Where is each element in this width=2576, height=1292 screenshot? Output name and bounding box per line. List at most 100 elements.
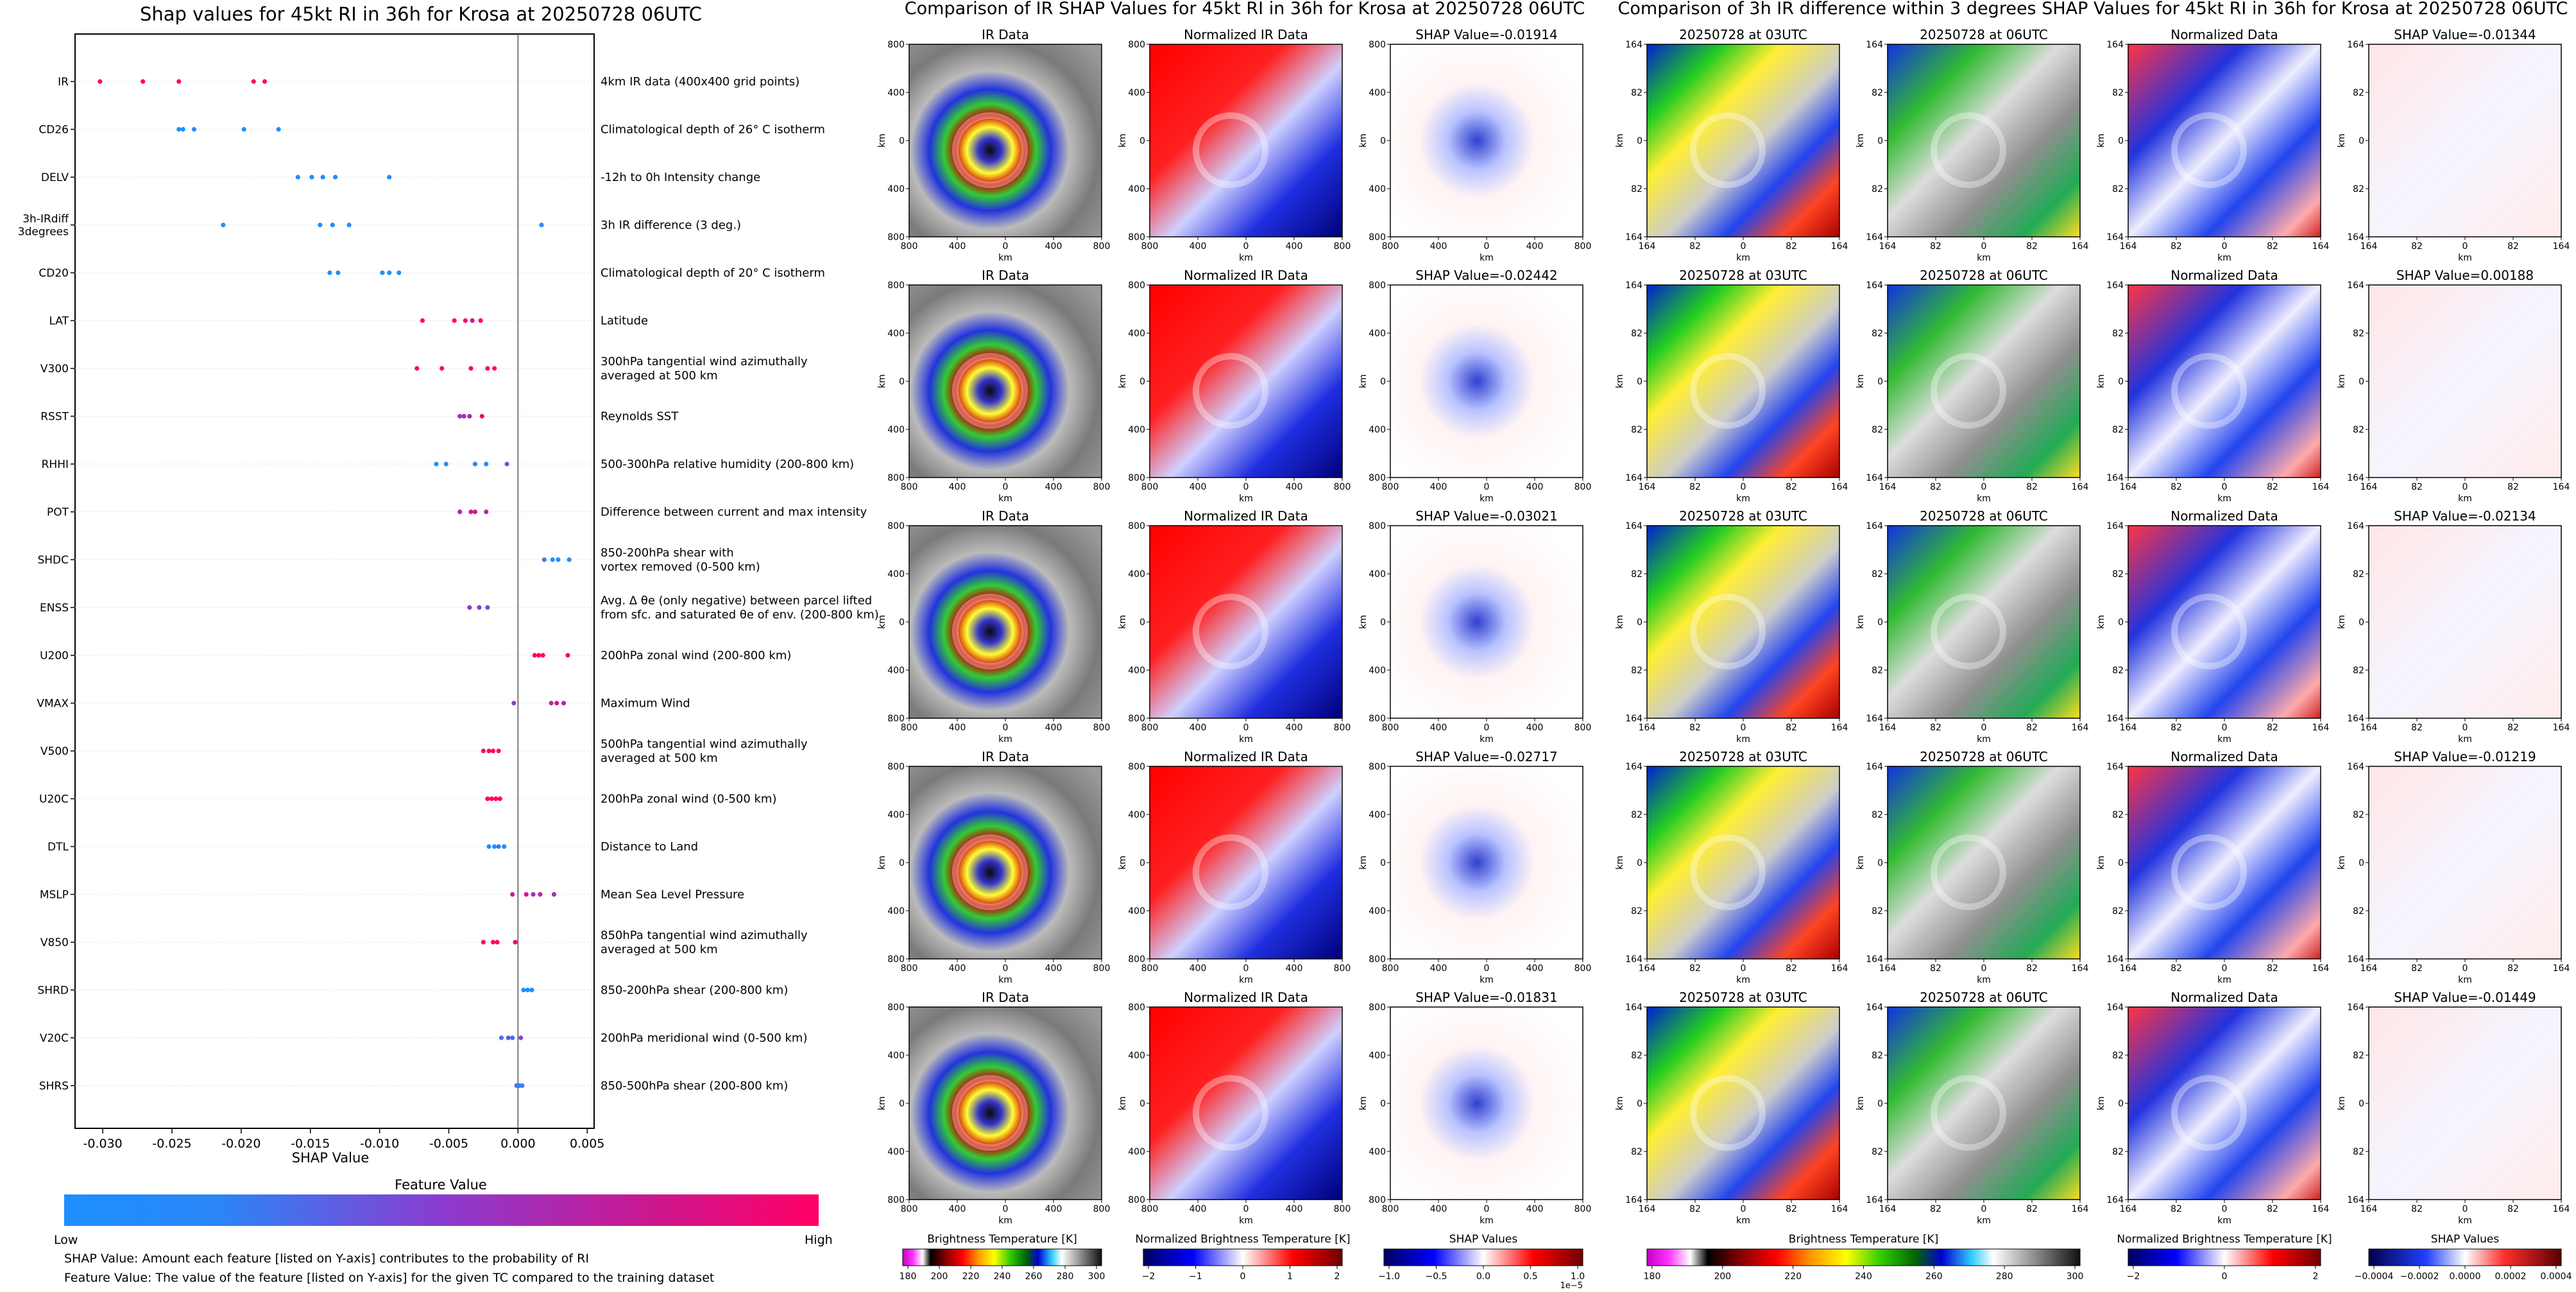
x-tick-label: 164 [2553, 482, 2570, 492]
y-tick-label: 400 [1369, 329, 1386, 339]
y-tick-label: 0 [1877, 858, 1883, 868]
x-axis-unit: km [1480, 494, 1494, 504]
x-tick-label: 0 [2462, 963, 2468, 974]
y-axis-unit: km [2337, 134, 2347, 148]
y-tick-label: 800 [1369, 714, 1386, 724]
x-tick-label: 0 [1003, 482, 1009, 492]
shap-point [561, 700, 567, 706]
y-tick-label: 400 [1128, 184, 1145, 194]
image-panel [2368, 525, 2562, 719]
x-tick-label: 82 [1930, 963, 1941, 974]
feature-label: SHDC [37, 554, 69, 567]
swirl-band [2171, 353, 2247, 429]
image-panel [1390, 44, 1583, 237]
shap-point [336, 270, 341, 275]
x-tick-label: 400 [949, 482, 966, 492]
y-axis-unit: km [1118, 1096, 1128, 1110]
x-tick-label: 82 [2171, 723, 2182, 733]
x-tick-label: 0 [2462, 241, 2468, 252]
y-tick-label: 82 [1872, 666, 1883, 676]
y-tick-label: 82 [2353, 88, 2364, 98]
shap-point [467, 413, 472, 419]
x-tick-label: 800 [1141, 482, 1159, 492]
x-axis-unit: km [998, 494, 1012, 504]
shap-point [510, 891, 515, 897]
shap-point [506, 1035, 511, 1040]
y-tick-label: 800 [1369, 232, 1386, 243]
y-axis-unit: km [2096, 134, 2106, 148]
x-tick-label: 400 [1045, 241, 1062, 252]
y-axis-unit: km [1118, 615, 1128, 629]
image-panel [2128, 44, 2321, 237]
shap-point [499, 1035, 504, 1040]
y-tick-label: 0 [1380, 136, 1386, 146]
x-tick-label: 164 [2120, 482, 2137, 492]
y-axis-unit: km [877, 374, 887, 388]
shap-point [479, 413, 484, 419]
x-tick-label: 400 [1286, 1204, 1303, 1214]
swirl-band [1193, 834, 1268, 910]
swirl-band [2171, 1075, 2247, 1151]
shap-point [484, 461, 489, 467]
y-tick-label: 82 [2112, 425, 2124, 435]
x-tick-label: 0 [2222, 1204, 2228, 1214]
feature-label: CD20 [38, 267, 69, 280]
panel-title: Normalized IR Data [1184, 268, 1308, 283]
shap-point [380, 270, 385, 275]
image-panel [2368, 44, 2562, 237]
swirl-band [1931, 1075, 2006, 1151]
shap-point [443, 461, 448, 467]
x-tick-label: 800 [1574, 1204, 1592, 1214]
x-tick-label: 164 [2072, 723, 2089, 733]
y-tick-label: 400 [1128, 666, 1145, 676]
x-tick-label: 164 [1831, 482, 1848, 492]
y-tick-label: 0 [1380, 377, 1386, 387]
panel-title: 20250728 at 03UTC [1679, 268, 1807, 283]
colorbar-tick-label: 0.5 [1523, 1271, 1537, 1282]
feature-description: 300hPa tangential wind azimuthally [601, 355, 808, 368]
feature-description: 200hPa zonal wind (0-500 km) [601, 793, 777, 806]
x-tick-label: 400 [1190, 723, 1207, 733]
image-panel [908, 766, 1102, 960]
x-tick-label: 400 [1526, 963, 1544, 974]
y-tick-label: 800 [1369, 40, 1386, 50]
y-tick-label: 164 [1866, 473, 1883, 483]
image-panel [2128, 525, 2321, 719]
image-panel [2128, 766, 2321, 960]
swirl-band [1193, 353, 1268, 429]
y-tick-label: 164 [2106, 40, 2124, 50]
y-tick-label: 82 [1631, 1051, 1642, 1061]
x-tick-label: 82 [2026, 241, 2038, 252]
y-axis-unit: km [2337, 1096, 2347, 1110]
x-tick-label: 0 [2222, 723, 2228, 733]
y-tick-label: 400 [887, 666, 905, 676]
x-tick-label: 400 [1430, 482, 1447, 492]
feature-description: averaged at 500 km [601, 369, 718, 383]
feature-label: U20C [39, 793, 69, 806]
y-tick-label: 82 [2112, 1051, 2124, 1061]
feature-label: IR [58, 76, 69, 89]
x-tick-label: 400 [1045, 482, 1062, 492]
y-tick-label: 800 [887, 521, 905, 531]
image-panel [1887, 44, 2081, 237]
shap-point [521, 987, 526, 993]
shap-point [481, 940, 486, 945]
x-tick-label: 800 [1093, 723, 1111, 733]
y-tick-label: 400 [1128, 569, 1145, 580]
colorbar-tick-label: −0.5 [1426, 1271, 1447, 1282]
shap-plot-frame [74, 33, 595, 1129]
x-tick-label: 800 [1574, 482, 1592, 492]
colorbar-tick-label: −1 [1189, 1271, 1202, 1282]
x-axis-unit: km [2458, 1216, 2472, 1226]
swirl-band [1931, 834, 2006, 910]
y-axis-unit: km [1358, 374, 1369, 388]
y-tick-label: 0 [1380, 1099, 1386, 1109]
panel-title: 20250728 at 03UTC [1679, 27, 1807, 42]
x-tick-label: 400 [1190, 241, 1207, 252]
shap-point [486, 748, 491, 754]
y-tick-label: 82 [1872, 569, 1883, 580]
x-tick-label: -0.030 [83, 1137, 123, 1151]
y-tick-label: 800 [1128, 473, 1145, 483]
shap-point [468, 509, 473, 515]
shap-point [540, 653, 545, 658]
